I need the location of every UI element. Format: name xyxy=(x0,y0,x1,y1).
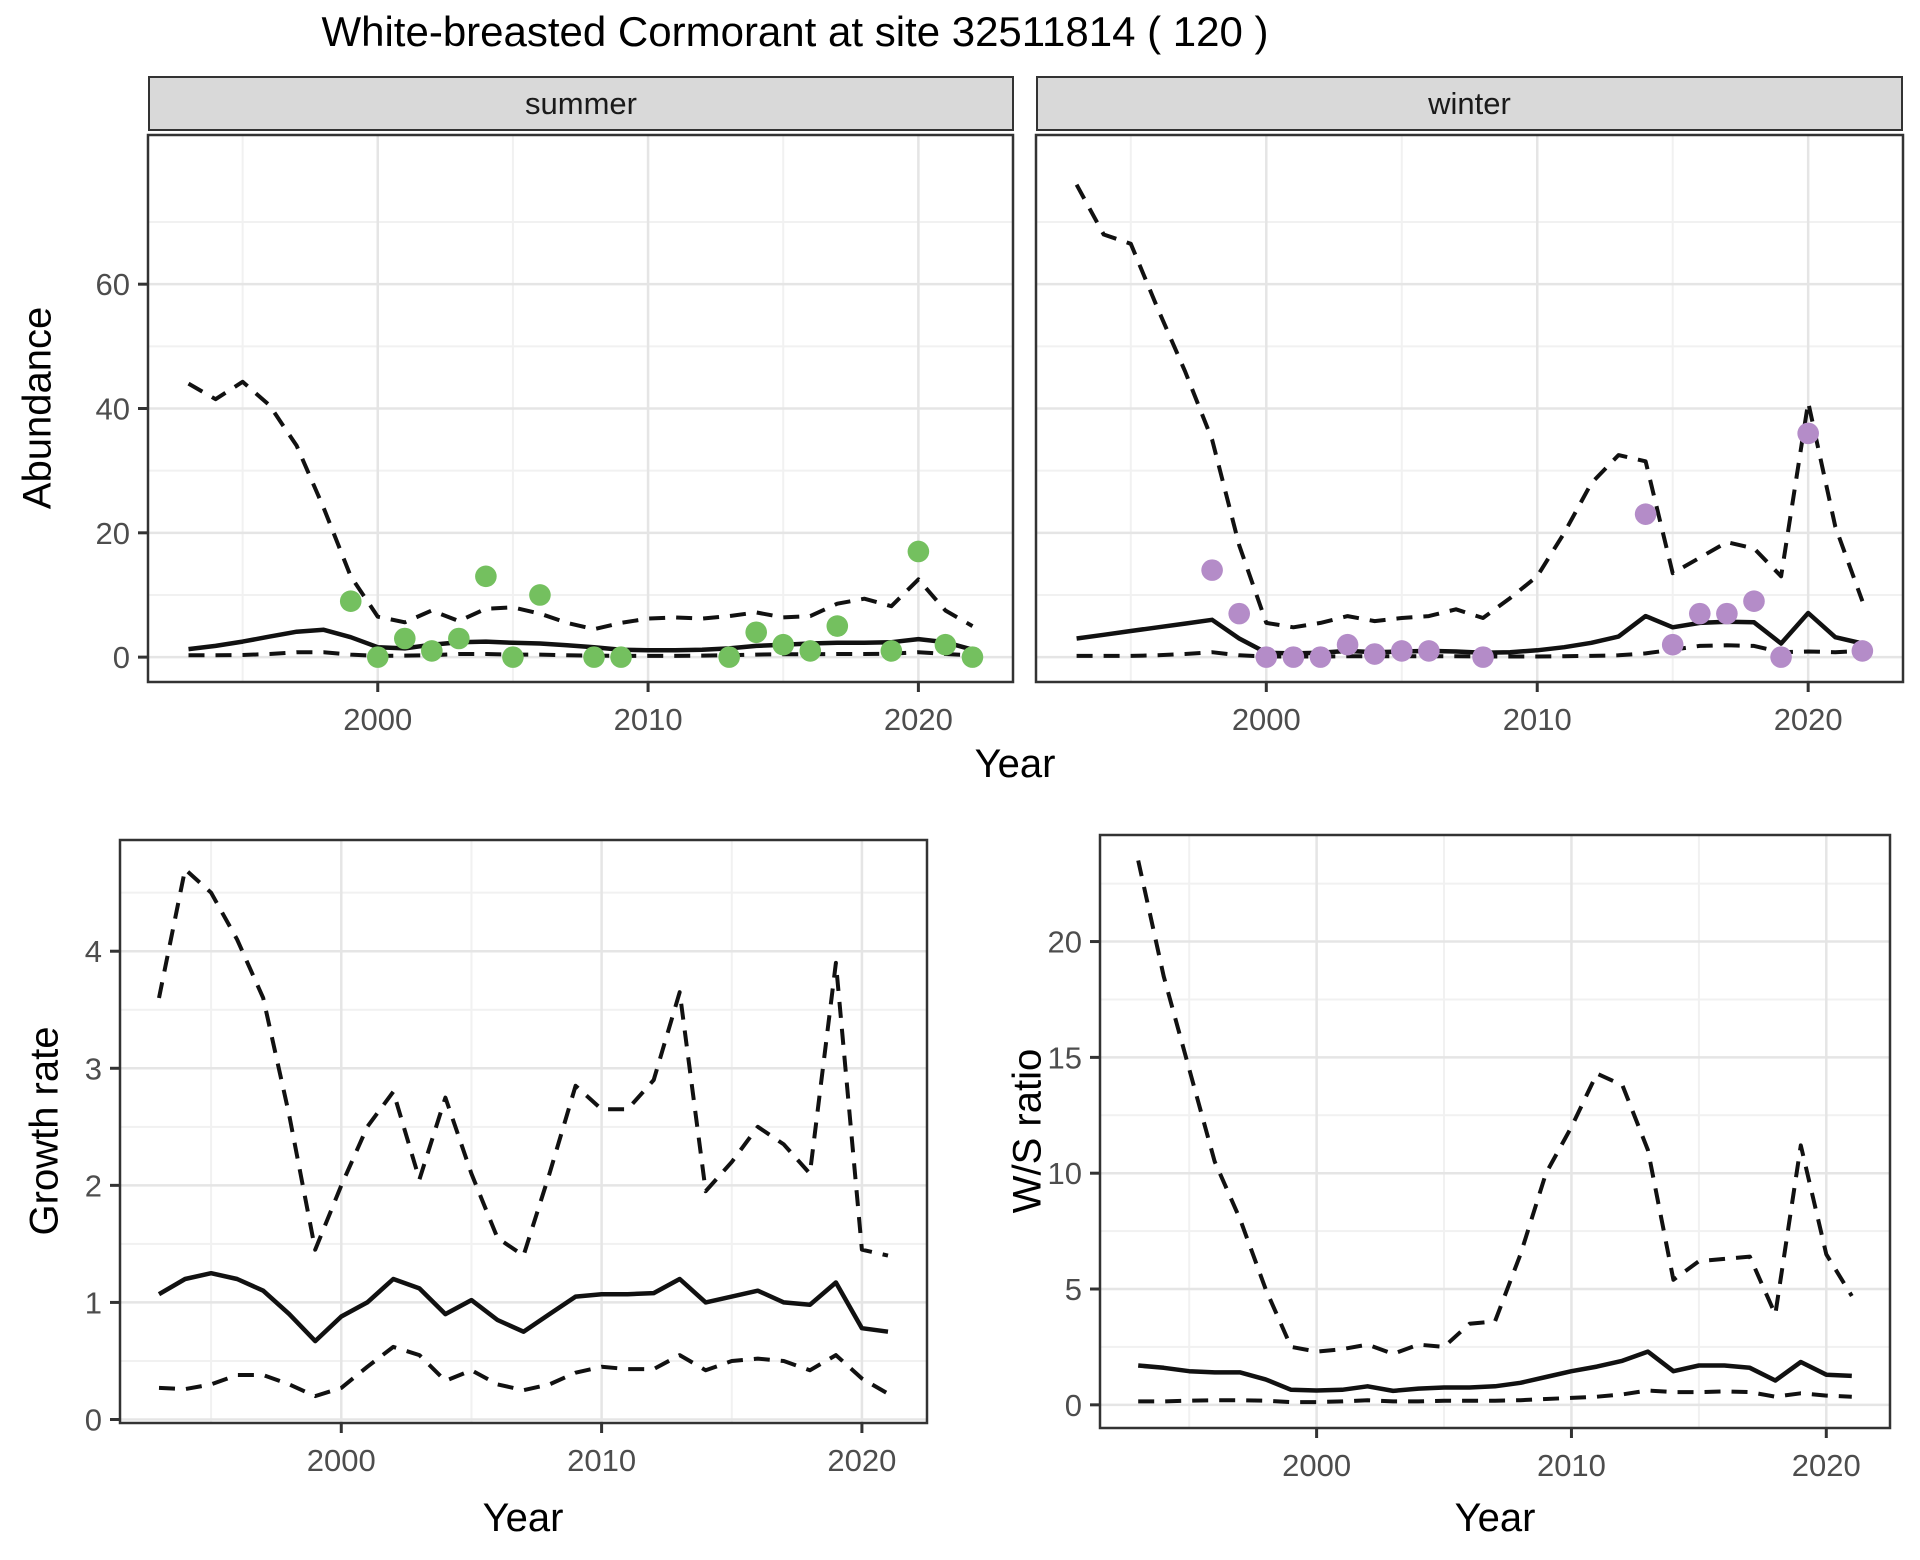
svg-text:5: 5 xyxy=(1065,1272,1082,1307)
year-axis-title-bottom-right: Year xyxy=(1454,1496,1536,1540)
facet-strip-winter: winter xyxy=(1036,76,1903,131)
svg-text:2010: 2010 xyxy=(567,1443,636,1478)
svg-text:2020: 2020 xyxy=(827,1443,896,1478)
facet-strip-summer: summer xyxy=(148,76,1014,131)
svg-text:20: 20 xyxy=(1048,925,1082,960)
svg-text:2010: 2010 xyxy=(1503,702,1572,737)
svg-text:10: 10 xyxy=(1048,1156,1082,1191)
chart-title: White-breasted Cormorant at site 3251181… xyxy=(321,8,1269,55)
svg-text:2020: 2020 xyxy=(884,702,953,737)
svg-text:2000: 2000 xyxy=(307,1443,376,1478)
svg-text:40: 40 xyxy=(96,392,130,427)
facet-strip-summer-label: summer xyxy=(525,85,637,121)
svg-text:2000: 2000 xyxy=(1282,1448,1351,1483)
facet-strip-winter-label: winter xyxy=(1428,85,1511,121)
svg-text:3: 3 xyxy=(85,1051,102,1086)
svg-text:15: 15 xyxy=(1048,1040,1082,1075)
svg-text:0: 0 xyxy=(113,640,130,675)
svg-text:4: 4 xyxy=(85,934,102,969)
svg-text:2020: 2020 xyxy=(1774,702,1843,737)
year-axis-title-bottom-left: Year xyxy=(482,1496,564,1540)
year-axis-title-top: Year xyxy=(974,742,1056,786)
svg-text:2000: 2000 xyxy=(343,702,412,737)
svg-text:2020: 2020 xyxy=(1792,1448,1861,1483)
svg-text:2010: 2010 xyxy=(614,702,683,737)
svg-text:0: 0 xyxy=(85,1402,102,1437)
svg-text:20: 20 xyxy=(96,516,130,551)
svg-text:2000: 2000 xyxy=(1232,702,1301,737)
svg-text:1: 1 xyxy=(85,1285,102,1320)
svg-text:60: 60 xyxy=(96,267,130,302)
svg-text:2: 2 xyxy=(85,1168,102,1203)
svg-text:2010: 2010 xyxy=(1537,1448,1606,1483)
svg-text:0: 0 xyxy=(1065,1388,1082,1423)
